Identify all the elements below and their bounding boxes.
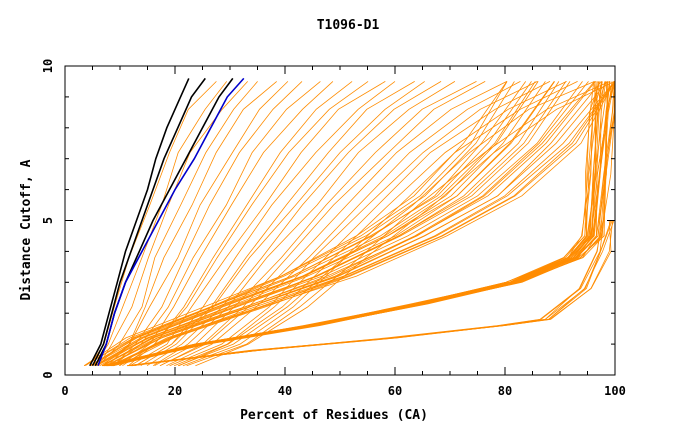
y-tick-label: 10: [41, 59, 55, 73]
model-curve: [134, 81, 396, 367]
model-curve: [107, 81, 615, 367]
model-curve: [130, 220, 613, 367]
y-tick-label: 5: [41, 217, 55, 224]
model-curve: [108, 81, 609, 367]
model-curve: [159, 81, 508, 367]
model-curve: [107, 81, 615, 367]
model-curve: [102, 81, 600, 367]
model-curve: [160, 81, 486, 367]
model-curve: [146, 81, 442, 367]
model-curve: [99, 81, 567, 367]
axis-ticks: 0 20 40 60 80 100 0 5 10: [41, 59, 626, 398]
x-tick-label: 40: [278, 384, 292, 398]
model-curve: [108, 81, 615, 367]
model-curve: [102, 81, 277, 367]
model-curve: [113, 81, 303, 366]
model-curve: [186, 81, 611, 367]
model-curve: [93, 81, 228, 366]
model-curve: [90, 81, 539, 367]
model-curve: [118, 81, 615, 367]
chart-title: T1096-D1: [317, 18, 380, 33]
model-curve: [110, 81, 602, 367]
x-tick-label: 60: [388, 384, 402, 398]
model-curve: [106, 81, 608, 367]
model-curve: [111, 81, 615, 367]
x-axis-label: Percent of Residues (CA): [240, 408, 428, 423]
model-curve: [83, 81, 508, 367]
model-curve: [107, 81, 596, 367]
model-curve: [166, 81, 521, 367]
model-curve: [140, 81, 425, 367]
model-curve: [112, 81, 321, 367]
model-curve: [89, 81, 536, 367]
model-curve: [112, 81, 615, 367]
model-curve: [90, 81, 527, 367]
model-curve: [103, 81, 583, 367]
model-curve: [128, 81, 369, 367]
x-tick-label: 100: [604, 384, 626, 398]
model-curve: [152, 81, 456, 367]
x-tick-label: 20: [168, 384, 182, 398]
y-tick-label: 0: [41, 371, 55, 378]
highlight-curve: [91, 77, 206, 367]
model-curve: [182, 81, 595, 367]
model-curve: [98, 81, 258, 366]
y-axis-label: Distance Cutoff, A: [19, 159, 34, 300]
model-curve: [135, 81, 415, 367]
model-curve: [85, 81, 508, 367]
x-tick-label: 80: [498, 384, 512, 398]
model-curve: [111, 81, 615, 367]
model-curve: [96, 81, 555, 367]
highlight-curve: [97, 77, 245, 366]
model-curve: [109, 81, 615, 367]
highlight-curve: [89, 78, 190, 367]
x-tick-label: 0: [61, 384, 68, 398]
model-curve: [154, 81, 477, 367]
plot-lines: [83, 77, 615, 367]
model-curve: [92, 81, 532, 367]
